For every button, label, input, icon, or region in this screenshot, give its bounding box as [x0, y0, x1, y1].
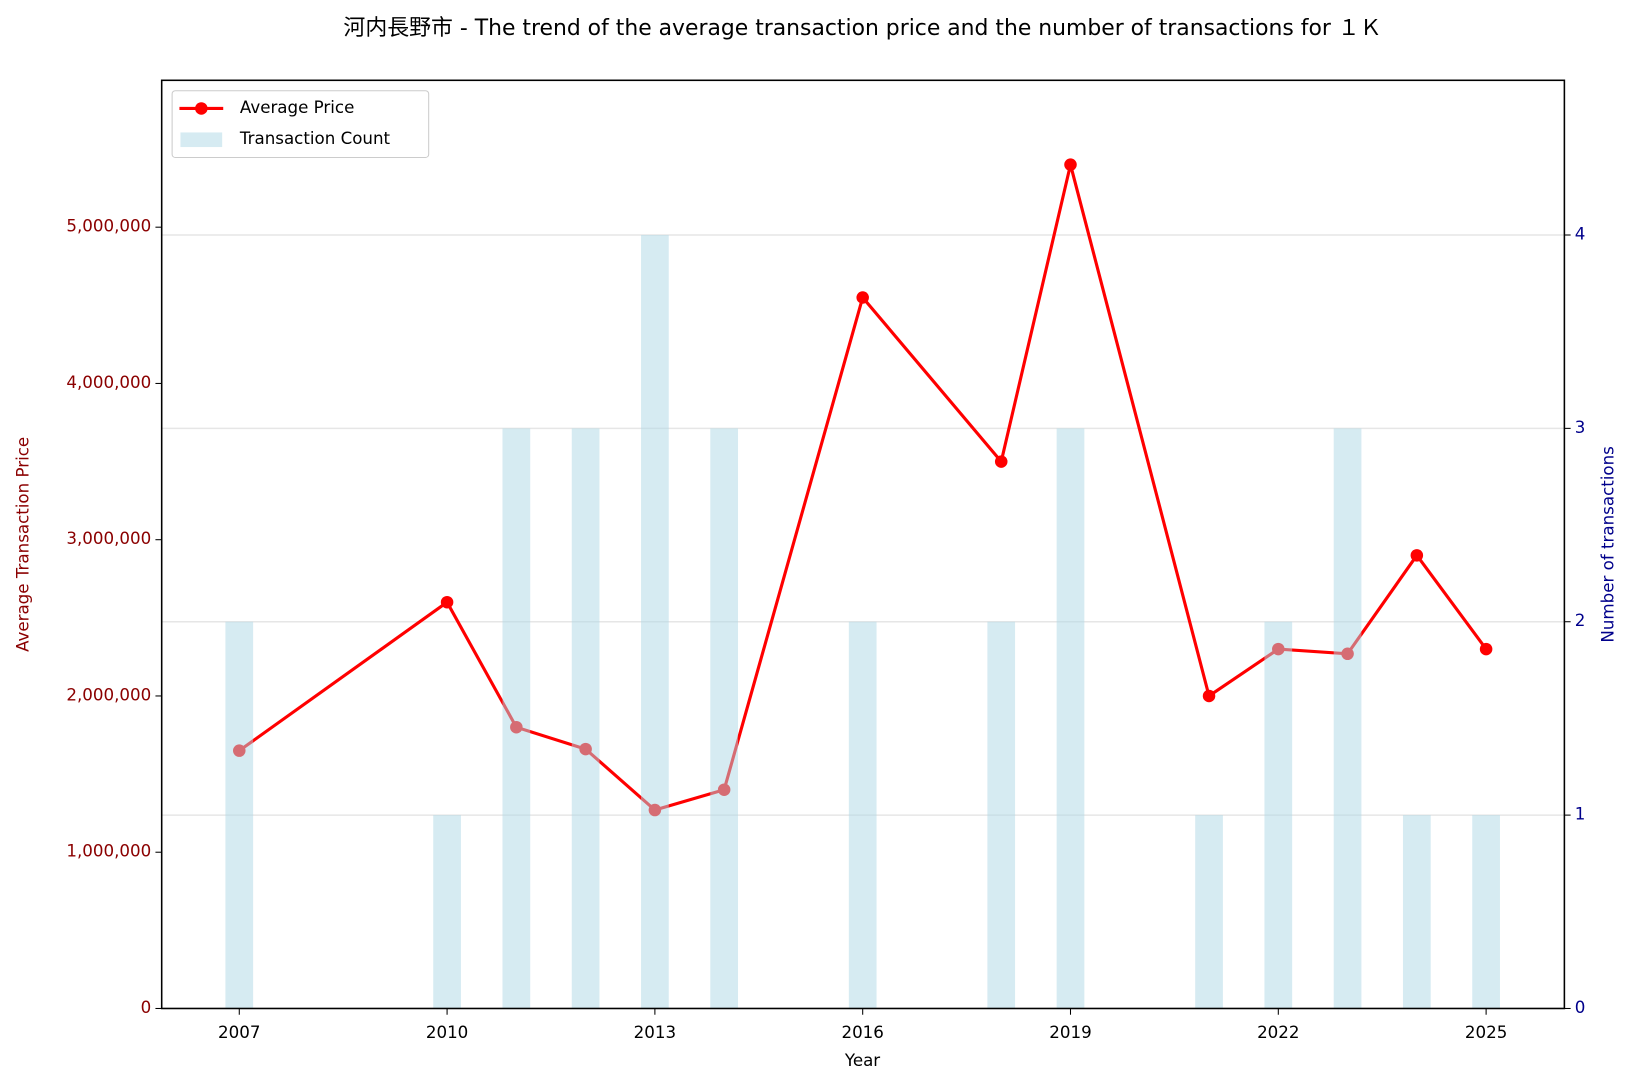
- y2-tick-label: 3: [1575, 418, 1586, 437]
- x-tick-label: 2007: [218, 1023, 260, 1042]
- count-bar: [1195, 815, 1223, 1009]
- y2-axis-label: Number of transactions: [1599, 446, 1618, 643]
- count-bar: [848, 621, 877, 1009]
- y-tick-label: 0: [141, 998, 152, 1017]
- y-tick-label: 4,000,000: [66, 373, 151, 392]
- count-bar: [502, 428, 531, 1009]
- y2-tick-label: 2: [1575, 611, 1586, 630]
- plot-frame: [160, 79, 1566, 1010]
- price-marker: [856, 291, 869, 304]
- y-axis-label: Average Transaction Price: [14, 437, 33, 652]
- legend: Average Price Transaction Count: [171, 90, 430, 158]
- count-bar: [641, 234, 669, 1009]
- y2-tick-label: 0: [1575, 998, 1586, 1017]
- x-axis-label: Year: [844, 1051, 880, 1070]
- price-marker: [1064, 158, 1077, 171]
- legend-label: Transaction Count: [239, 129, 391, 148]
- x-tick-label: 2022: [1257, 1023, 1299, 1042]
- x-tick-label: 2016: [841, 1023, 883, 1042]
- count-bar: [1264, 621, 1293, 1009]
- x-tick-label: 2019: [1049, 1023, 1091, 1042]
- price-marker: [994, 455, 1008, 468]
- legend-swatch: [180, 132, 223, 148]
- chart-title: 河内長野市 - The trend of the average transac…: [343, 16, 1381, 41]
- legend-marker: [195, 102, 208, 115]
- legend-label: Average Price: [240, 98, 354, 117]
- count-bar: [987, 621, 1016, 1009]
- x-tick-label: 2025: [1465, 1023, 1507, 1042]
- count-bar: [1402, 815, 1431, 1009]
- count-bar: [1056, 428, 1085, 1009]
- count-bar: [571, 428, 600, 1009]
- y-tick-label: 1,000,000: [66, 842, 151, 861]
- y-tick-label: 5,000,000: [66, 217, 151, 236]
- count-bar: [1333, 428, 1362, 1009]
- price-marker: [1479, 642, 1493, 656]
- price-marker: [440, 595, 454, 609]
- y2-tick-label: 4: [1575, 224, 1586, 243]
- price-marker: [1410, 549, 1424, 562]
- x-tick-label: 2013: [634, 1023, 676, 1042]
- price-marker: [1202, 689, 1216, 703]
- legend-box: [171, 90, 430, 158]
- x-tick-label: 2010: [426, 1023, 468, 1042]
- y2-tick-label: 1: [1575, 805, 1586, 824]
- count-bar: [225, 621, 254, 1009]
- count-bar: [1472, 815, 1500, 1009]
- y-tick-label: 2,000,000: [66, 685, 151, 704]
- count-bar: [710, 428, 739, 1009]
- y-tick-label: 3,000,000: [66, 529, 151, 548]
- count-bar: [433, 815, 461, 1009]
